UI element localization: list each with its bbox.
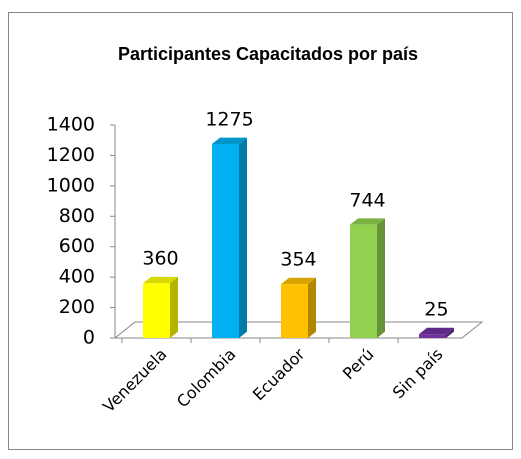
bar-top (350, 218, 385, 225)
bar-side (377, 218, 385, 338)
y-tick-label: 1000 (47, 174, 95, 196)
bar-side (239, 137, 247, 338)
bar (143, 276, 178, 338)
data-label: 25 (424, 299, 448, 321)
y-tick-label: 200 (59, 296, 95, 318)
bar-front (350, 224, 377, 338)
y-tick-label: 600 (59, 235, 95, 257)
data-label: 1275 (205, 109, 253, 131)
y-tick-label: 400 (59, 266, 95, 288)
y-tick-label: 0 (83, 327, 95, 349)
bar (419, 327, 454, 338)
bar-front (281, 284, 308, 338)
bar (212, 137, 247, 338)
bar (281, 277, 316, 338)
y-tick-label: 800 (59, 205, 95, 227)
bar-front (143, 283, 170, 338)
chart-border (8, 12, 513, 450)
y-tick-label: 1200 (47, 144, 95, 166)
chart-title: Participantes Capacitados por país (118, 44, 418, 64)
bar-side (308, 277, 316, 338)
data-label: 354 (280, 249, 316, 271)
bar-top (419, 327, 454, 335)
y-tick-label: 1400 (47, 114, 95, 136)
bar-front (212, 144, 239, 338)
bar-top (143, 276, 178, 284)
bar-top (281, 277, 316, 285)
bar-front (419, 334, 446, 338)
bar (350, 218, 385, 338)
data-label: 360 (142, 248, 178, 270)
bar-top (212, 137, 247, 145)
bar-side (170, 276, 178, 338)
data-label: 744 (349, 189, 385, 211)
bar-side (446, 327, 454, 338)
